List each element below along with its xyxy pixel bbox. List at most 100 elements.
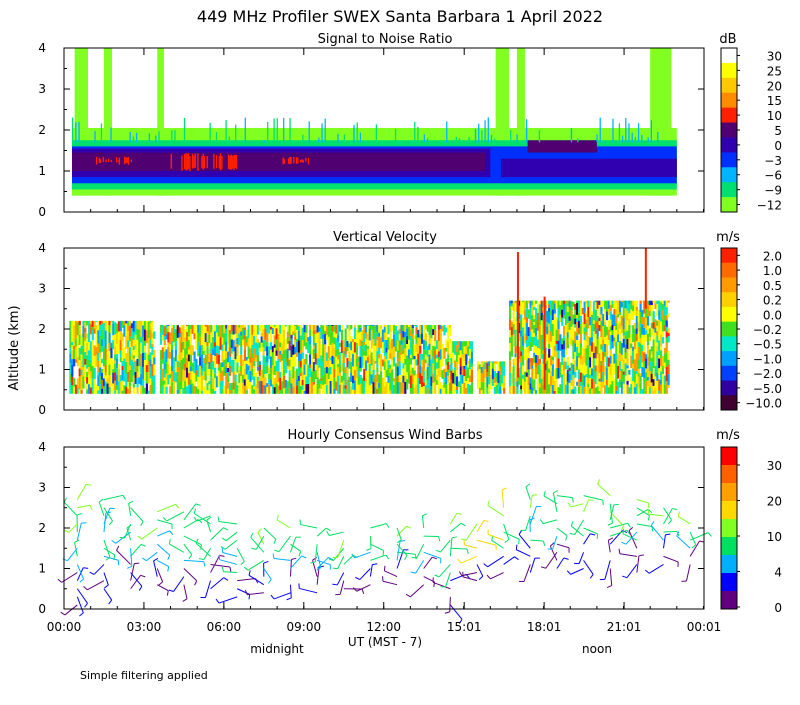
velocity-cell [166,387,168,394]
snr-peak [119,158,120,165]
wind-barb-flag [85,603,88,607]
velocity-cell [528,353,530,358]
snr-peak [96,157,97,165]
velocity-streak [517,252,519,378]
wind-barb [94,564,104,574]
wind-barb [462,573,477,576]
velocity-cell [71,365,73,377]
colorbar-swatch [721,108,737,123]
snr-spike [468,137,469,142]
wind-barb [488,534,504,540]
wind-barb [584,500,589,512]
colorbar-label: 0.2 [763,294,782,308]
wind-barb [571,504,584,507]
snr-spike [484,120,485,142]
snr-peak [111,160,112,162]
snr-spike [75,122,76,142]
wind-barb-flag [224,578,228,581]
wind-barb-flag [251,533,254,537]
velocity-cell [367,340,369,346]
wind-barb-flag [435,575,440,577]
colorbar-swatch [721,591,737,610]
velocity-cell [376,367,378,372]
wind-barb-flag [167,591,168,596]
snr-spike [414,122,415,143]
velocity-panel-title: Vertical Velocity [333,230,437,245]
velocity-cell [283,326,285,330]
velocity-cell [151,344,153,347]
wind-barb [184,585,187,599]
velocity-cell [175,341,177,350]
snr-spike [101,123,102,142]
wind-barb [184,536,202,545]
y-tick-label: 0 [38,602,46,616]
snr-peak [220,153,221,170]
velocity-cell [84,328,86,332]
wind-barb-flag [244,567,248,570]
wind-barb-flag [221,546,225,549]
velocity-cell [606,349,608,357]
velocity-cell [359,325,361,328]
snr-peak [187,154,188,170]
velocity-cell [574,387,576,394]
wind-barb-flag [84,586,88,589]
wind-barb-flag [168,555,170,560]
velocity-cell [345,355,347,358]
wind-barb [584,534,591,544]
velocity-cell [565,349,567,355]
wind-barb-flag [332,584,337,585]
colorbar-label: 1.0 [763,264,782,278]
velocity-cell [387,360,389,364]
snr-spike [635,137,636,142]
wind-barb [279,536,291,552]
wind-barb [131,575,141,588]
wind-barb-flag [142,558,146,561]
wind-barb [557,496,573,498]
wind-barb-flag [302,556,307,558]
snr-peak [216,155,217,168]
velocity-cell [667,374,669,385]
wind-barb [450,605,462,619]
wind-barb-flag [170,531,173,535]
wind-barb-flag [383,551,384,556]
wind-barb [637,524,652,527]
velocity-cell [589,301,591,308]
snr-spike [475,129,476,142]
wind-barb [104,495,123,499]
colorbar-label: −5.0 [753,382,782,396]
velocity-cell [449,325,451,328]
wind-barb [329,532,344,535]
snr-spike [516,134,517,142]
wind-barb [626,532,637,544]
snr-peak [127,158,128,164]
colorbar-swatch [721,573,737,592]
wind-barb [530,507,536,524]
wind-barb [77,564,83,579]
velocity-cell [399,364,401,375]
snr-peak [116,157,117,162]
wind-barb-flag [241,561,244,565]
velocity-cell [471,370,473,382]
wind-barb-flag [571,521,573,526]
wind-barb [317,528,326,536]
snr-spike [526,119,527,142]
wind-barb [317,552,321,567]
velocity-cell [471,364,473,367]
wind-barb-flag [708,533,711,537]
velocity-cell [129,382,131,386]
wind-barb-flag [123,495,126,499]
wind-barb [440,540,450,552]
snr-spike [267,122,268,142]
snr-peak [235,155,236,168]
velocity-cell [580,301,582,304]
velocity-cell [447,342,449,355]
velocity-cell [337,335,339,342]
wind-barb [131,508,144,522]
velocity-streak [544,297,546,390]
wind-barb [157,504,175,512]
snr-peak [103,157,104,162]
velocity-cell [638,369,640,374]
snr-spike [225,120,226,142]
velocity-cell [415,325,417,328]
velocity-cell [626,356,628,365]
